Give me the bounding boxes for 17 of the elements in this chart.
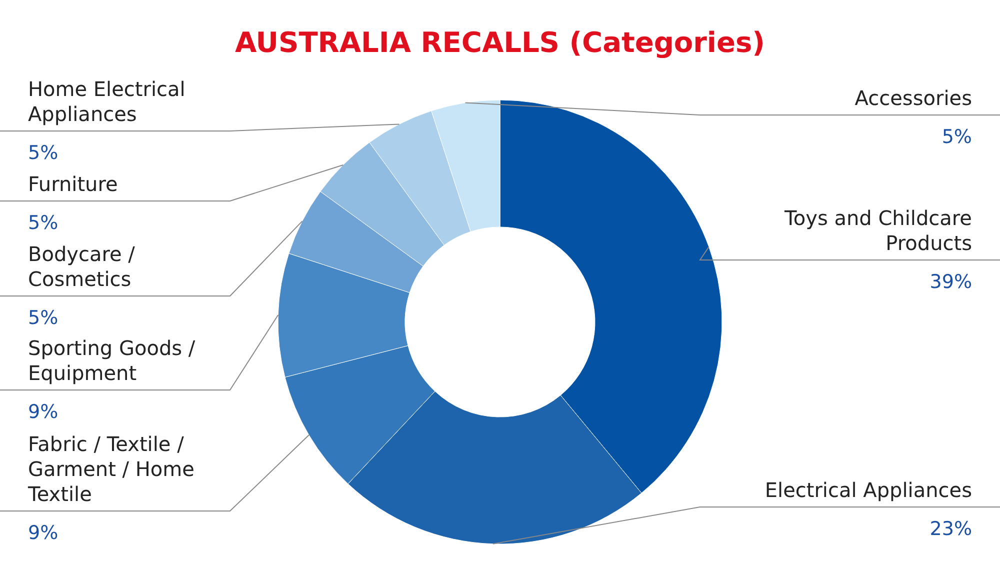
chart-title: AUSTRALIA RECALLS (Categories)	[235, 26, 765, 59]
data-label: 9%	[28, 522, 58, 544]
data-label: 5%	[28, 142, 58, 164]
slice-label: Toys and Childcare Products	[784, 206, 972, 255]
slice-label: Sporting Goods / Equipment	[28, 336, 196, 385]
slice-label: Electrical Appliances	[764, 478, 972, 502]
slice-label: Home Electrical Appliances	[28, 77, 186, 126]
slice-label: Bodycare / Cosmetics	[28, 242, 136, 291]
slice-label: Fabric / Textile / Garment / Home Textile	[27, 432, 194, 506]
data-label: 5%	[942, 126, 972, 148]
data-label: 23%	[930, 518, 972, 540]
data-label: 9%	[28, 401, 58, 423]
slice-label: Accessories	[854, 86, 972, 110]
slice-label: Furniture	[28, 172, 118, 196]
data-label: 39%	[930, 271, 972, 293]
data-label: 5%	[28, 212, 58, 234]
data-label: 5%	[28, 307, 58, 329]
